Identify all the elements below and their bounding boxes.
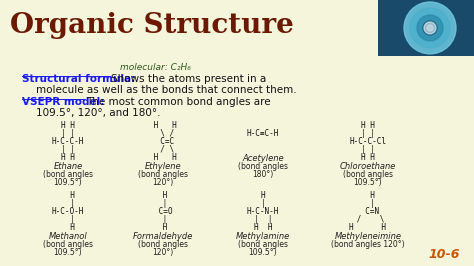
Circle shape: [423, 21, 437, 35]
Text: H-C-O-H: H-C-O-H: [52, 207, 84, 216]
Circle shape: [424, 22, 436, 34]
Text: (bond angles 120°): (bond angles 120°): [331, 240, 405, 249]
Text: The most common bond angles are: The most common bond angles are: [86, 97, 271, 107]
Text: VSEPR model:: VSEPR model:: [22, 97, 104, 107]
Text: molecular: C₂H₆: molecular: C₂H₆: [120, 63, 191, 72]
Text: 109.5°): 109.5°): [54, 248, 82, 257]
Text: (bond angles: (bond angles: [238, 240, 288, 249]
Text: 10-6: 10-6: [428, 248, 460, 261]
Text: H: H: [61, 223, 75, 232]
Text: | |: | |: [61, 129, 75, 138]
Text: H H: H H: [61, 121, 75, 130]
Circle shape: [404, 2, 456, 54]
Text: H  H: H H: [254, 223, 272, 232]
Text: H   H: H H: [149, 153, 177, 162]
Text: 180°): 180°): [252, 170, 273, 179]
Text: Methyleneimine: Methyleneimine: [335, 232, 401, 241]
Text: H-C-C-H: H-C-C-H: [52, 137, 84, 146]
Text: molecule as well as the bonds that connect them.: molecule as well as the bonds that conne…: [36, 85, 297, 95]
Text: H-C-N-H: H-C-N-H: [247, 207, 279, 216]
Text: Formaldehyde: Formaldehyde: [133, 232, 193, 241]
Text: |: |: [158, 199, 168, 208]
Text: 120°): 120°): [152, 178, 173, 187]
Text: H H: H H: [361, 153, 375, 162]
Text: Chloroethane: Chloroethane: [340, 162, 396, 171]
Text: (bond angles: (bond angles: [43, 240, 93, 249]
Text: C=C: C=C: [151, 137, 174, 146]
Text: Structural formula:: Structural formula:: [22, 74, 135, 84]
Text: Ethylene: Ethylene: [145, 162, 182, 171]
Text: H   H: H H: [149, 121, 177, 130]
Text: \ /: \ /: [151, 129, 174, 138]
Text: H-C-C-Cl: H-C-C-Cl: [349, 137, 386, 146]
Text: C=O: C=O: [154, 207, 172, 216]
Text: | |: | |: [61, 145, 75, 154]
Text: H: H: [261, 191, 265, 200]
Text: | |: | |: [361, 145, 375, 154]
Text: 109.5°): 109.5°): [354, 178, 383, 187]
Text: H: H: [158, 223, 168, 232]
Text: H      H: H H: [349, 223, 386, 232]
Text: H H: H H: [361, 121, 375, 130]
Text: (bond angles: (bond angles: [238, 162, 288, 171]
Text: |: |: [61, 215, 75, 224]
Text: C=N: C=N: [356, 207, 380, 216]
Circle shape: [417, 15, 443, 41]
Text: H: H: [61, 191, 75, 200]
Text: Methanol: Methanol: [49, 232, 87, 241]
Text: /    \: / \: [352, 215, 384, 224]
Text: 109.5°): 109.5°): [249, 248, 277, 257]
Text: |  |: | |: [254, 215, 272, 224]
Text: H: H: [361, 191, 375, 200]
Text: |: |: [261, 199, 265, 208]
Text: (bond angles: (bond angles: [343, 170, 393, 179]
Text: H: H: [158, 191, 168, 200]
Text: / \: / \: [151, 145, 174, 154]
Text: Acetylene: Acetylene: [242, 154, 284, 163]
Text: H-C≡C-H: H-C≡C-H: [247, 129, 279, 138]
Text: H H: H H: [61, 153, 75, 162]
Text: |: |: [158, 215, 168, 224]
Text: (bond angles: (bond angles: [43, 170, 93, 179]
Text: Organic Structure: Organic Structure: [10, 13, 294, 39]
Text: 120°): 120°): [152, 248, 173, 257]
Text: Methylamine: Methylamine: [236, 232, 290, 241]
Text: |: |: [361, 199, 375, 208]
Text: 109.5°): 109.5°): [54, 178, 82, 187]
Text: (bond angles: (bond angles: [138, 170, 188, 179]
Text: | |: | |: [361, 129, 375, 138]
Bar: [378, 0, 474, 56]
Text: (bond angles: (bond angles: [138, 240, 188, 249]
Circle shape: [427, 25, 433, 31]
Text: 109.5°, 120°, and 180°.: 109.5°, 120°, and 180°.: [36, 108, 161, 118]
Text: Shows the atoms present in a: Shows the atoms present in a: [111, 74, 266, 84]
Text: Ethane: Ethane: [54, 162, 82, 171]
Text: |: |: [61, 199, 75, 208]
Circle shape: [410, 8, 450, 48]
